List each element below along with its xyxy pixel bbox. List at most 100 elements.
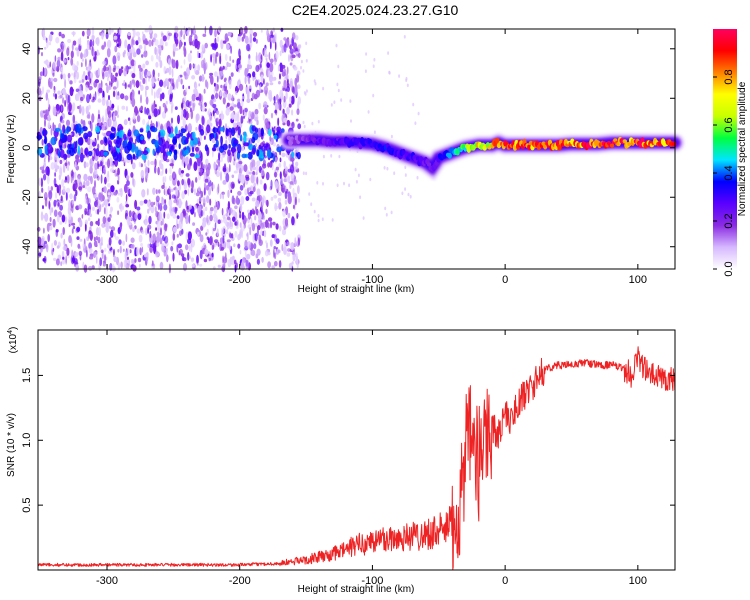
noise-band-speck <box>296 151 301 160</box>
noise-speck <box>201 103 206 113</box>
noise-speck <box>71 222 76 226</box>
noise-speck <box>44 197 48 207</box>
noise-speck <box>117 261 121 271</box>
noise-speck <box>89 255 94 260</box>
noise-speck <box>365 52 368 56</box>
noise-band-speck <box>170 145 174 150</box>
noise-speck <box>246 169 250 176</box>
noise-speck <box>145 88 147 98</box>
noise-speck <box>62 73 66 80</box>
noise-band-speck <box>192 131 196 140</box>
noise-speck <box>226 43 230 51</box>
noise-speck <box>121 105 126 110</box>
noise-speck <box>190 99 193 106</box>
noise-speck <box>126 248 131 256</box>
noise-speck <box>220 113 225 120</box>
noise-speck <box>149 34 153 39</box>
noise-speck <box>145 77 148 85</box>
noise-speck <box>62 185 66 193</box>
noise-speck <box>40 177 44 188</box>
noise-band-speck <box>219 126 225 132</box>
noise-speck <box>263 78 265 85</box>
noise-speck <box>256 188 261 196</box>
noise-speck <box>234 230 238 238</box>
noise-speck <box>80 96 84 102</box>
noise-speck <box>223 216 228 224</box>
noise-speck <box>89 221 94 227</box>
noise-speck <box>177 180 180 187</box>
noise-speck <box>264 118 269 126</box>
noise-speck <box>102 60 107 65</box>
noise-band-speck <box>84 147 89 156</box>
noise-speck <box>136 206 141 211</box>
noise-speck <box>60 232 63 239</box>
noise-speck <box>151 77 155 84</box>
noise-speck <box>275 166 280 171</box>
noise-speck <box>279 73 281 80</box>
noise-speck <box>255 223 258 227</box>
noise-speck <box>267 222 270 229</box>
noise-speck <box>91 206 95 211</box>
noise-speck <box>153 91 156 99</box>
noise-speck <box>321 217 324 221</box>
noise-speck <box>64 78 67 89</box>
noise-band-speck <box>141 153 147 161</box>
noise-band-speck <box>132 153 136 160</box>
noise-speck <box>254 79 259 88</box>
noise-speck <box>134 138 137 145</box>
noise-speck <box>55 229 59 233</box>
noise-speck <box>278 192 282 196</box>
noise-speck <box>197 231 200 236</box>
noise-speck <box>244 188 248 196</box>
noise-speck <box>407 192 410 197</box>
noise-speck <box>367 110 370 114</box>
noise-speck <box>43 227 45 234</box>
noise-speck <box>206 214 209 224</box>
noise-speck <box>183 25 186 36</box>
colorbar-tick-label: 0.4 <box>723 165 735 180</box>
noise-speck <box>219 193 222 200</box>
noise-speck <box>91 35 95 40</box>
noise-speck <box>63 238 66 247</box>
noise-speck <box>265 208 268 214</box>
noise-speck <box>117 29 120 33</box>
noise-speck <box>76 236 80 241</box>
noise-speck <box>78 186 82 191</box>
noise-speck <box>131 79 135 85</box>
noise-speck <box>147 208 150 214</box>
noise-speck <box>225 139 228 145</box>
noise-speck <box>273 195 278 199</box>
noise-speck <box>130 244 135 250</box>
noise-speck <box>58 184 62 190</box>
noise-speck <box>286 119 291 127</box>
noise-speck <box>278 81 281 85</box>
noise-speck <box>114 110 118 116</box>
noise-speck <box>258 102 262 110</box>
noise-speck <box>180 65 183 69</box>
noise-speck <box>229 224 233 230</box>
noise-speck <box>199 249 203 260</box>
noise-speck <box>188 244 191 252</box>
noise-speck <box>225 37 230 42</box>
noise-speck <box>117 55 120 62</box>
noise-speck <box>116 114 120 118</box>
noise-band-speck <box>206 124 211 134</box>
noise-speck <box>115 90 118 98</box>
noise-speck <box>287 212 291 219</box>
noise-speck <box>137 64 142 69</box>
noise-speck <box>242 257 245 265</box>
noise-speck <box>183 59 186 65</box>
noise-speck <box>187 238 192 245</box>
noise-speck <box>266 242 268 249</box>
noise-speck <box>293 66 298 71</box>
noise-band-speck <box>92 141 96 147</box>
x-tick-label: 100 <box>629 274 647 286</box>
noise-speck <box>138 90 141 95</box>
noise-speck <box>255 171 258 176</box>
noise-speck <box>56 109 60 115</box>
noise-speck <box>279 171 282 180</box>
noise-speck <box>54 168 58 172</box>
noise-speck <box>297 185 300 195</box>
noise-speck <box>41 52 43 57</box>
noise-speck <box>176 233 179 238</box>
